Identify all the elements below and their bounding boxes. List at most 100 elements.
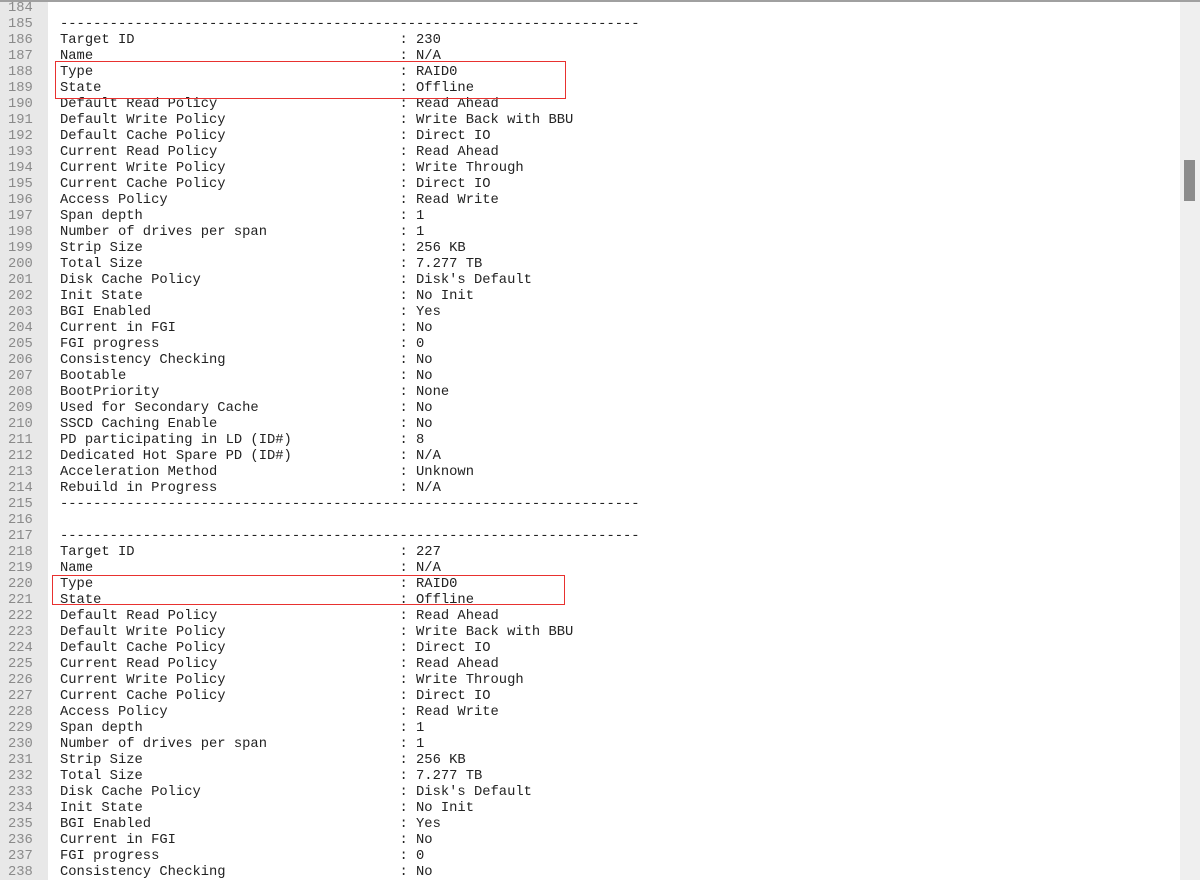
property-key: Consistency Checking [60,865,226,880]
line-number: 190 [8,97,33,112]
colon: : [399,145,417,160]
colon: : [399,177,417,192]
colon: : [399,433,417,448]
colon: : [399,721,417,736]
property-key: Default Read Policy [60,97,218,112]
line-number: 230 [8,737,33,752]
property-value: Unknown [416,465,474,480]
property-value: 7.277 TB [416,769,483,784]
property-line: Init State: No Init [60,289,474,305]
property-key: State [60,81,102,96]
property-key: Current Read Policy [60,145,218,160]
property-line: Total Size: 7.277 TB [60,769,482,785]
line-number: 211 [8,433,33,448]
colon: : [399,769,417,784]
property-line: Name: N/A [60,49,441,65]
colon: : [399,401,417,416]
scrollbar-thumb[interactable] [1184,160,1195,201]
colon: : [399,657,417,672]
property-value: No Init [416,801,474,816]
property-key: Type [60,577,94,592]
property-value: No [416,865,433,880]
property-key: Number of drives per span [60,225,267,240]
property-key: Number of drives per span [60,737,267,752]
window-top-border [0,0,1200,2]
line-number: 215 [8,497,33,512]
property-key: Dedicated Hot Spare PD (ID#) [60,449,292,464]
line-number: 198 [8,225,33,240]
property-line: Span depth: 1 [60,721,424,737]
property-key: BootPriority [60,385,160,400]
property-line: Default Cache Policy: Direct IO [60,641,491,657]
property-value: 0 [416,849,425,864]
colon: : [399,113,417,128]
property-value: Read Ahead [416,145,499,160]
property-line: Current Read Policy: Read Ahead [60,145,499,161]
line-number: 193 [8,145,33,160]
colon: : [399,593,417,608]
property-key: Acceleration Method [60,465,218,480]
line-number: 186 [8,33,33,48]
colon: : [399,369,417,384]
vertical-scrollbar[interactable] [1180,2,1200,880]
property-line: Strip Size: 256 KB [60,753,466,769]
property-line: Init State: No Init [60,801,474,817]
line-number: 191 [8,113,33,128]
property-key: Current Write Policy [60,673,226,688]
property-line: FGI progress: 0 [60,337,424,353]
property-value: 230 [416,33,441,48]
property-key: Default Cache Policy [60,129,226,144]
colon: : [399,689,417,704]
property-value: Direct IO [416,177,491,192]
line-number: 184 [8,1,33,16]
colon: : [399,609,417,624]
line-number: 188 [8,65,33,80]
property-line: Default Write Policy: Write Back with BB… [60,113,573,129]
property-value: Read Ahead [416,657,499,672]
property-line: BootPriority: None [60,385,449,401]
highlight-box-type-state-230 [55,61,566,99]
property-line: SSCD Caching Enable: No [60,417,433,433]
property-line: Type: RAID0 [60,65,457,81]
line-number: 218 [8,545,33,560]
property-value: Write Through [416,161,524,176]
colon: : [399,33,417,48]
colon: : [399,753,417,768]
property-value: Read Ahead [416,97,499,112]
property-line: Name: N/A [60,561,441,577]
line-number: 206 [8,353,33,368]
line-number: 204 [8,321,33,336]
line-number: 235 [8,817,33,832]
property-value: RAID0 [416,65,458,80]
line-number: 202 [8,289,33,304]
colon: : [399,257,417,272]
property-value: No [416,833,433,848]
line-number: 194 [8,161,33,176]
property-key: Disk Cache Policy [60,273,201,288]
colon: : [399,385,417,400]
line-number: 223 [8,625,33,640]
colon: : [399,673,417,688]
line-number: 231 [8,753,33,768]
property-line: FGI progress: 0 [60,849,424,865]
property-key: Access Policy [60,705,168,720]
property-value: 256 KB [416,753,466,768]
property-key: BGI Enabled [60,305,152,320]
colon: : [399,577,417,592]
line-number: 228 [8,705,33,720]
property-line: Span depth: 1 [60,209,424,225]
line-number: 213 [8,465,33,480]
property-line: Current Read Policy: Read Ahead [60,657,499,673]
property-line: Default Read Policy: Read Ahead [60,97,499,113]
property-key: PD participating in LD (ID#) [60,433,292,448]
colon: : [399,225,417,240]
property-line: Current Write Policy: Write Through [60,161,524,177]
property-key: Rebuild in Progress [60,481,218,496]
line-number: 236 [8,833,33,848]
property-value: Direct IO [416,641,491,656]
property-value: Disk's Default [416,785,532,800]
line-number: 226 [8,673,33,688]
line-number: 222 [8,609,33,624]
property-key: Total Size [60,257,143,272]
